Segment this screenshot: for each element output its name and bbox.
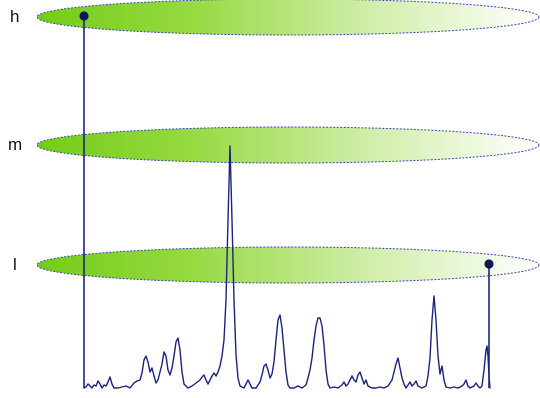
pin-l-head	[484, 259, 494, 269]
spectrum-trace	[83, 145, 491, 389]
level-disc-m	[36, 126, 540, 164]
level-label-h: h	[10, 7, 19, 26]
level-label-m: m	[8, 135, 22, 154]
level-disc-h	[36, 0, 540, 36]
pin-h-head	[79, 11, 89, 21]
level-label-l: l	[13, 255, 17, 274]
level-disc-l	[36, 246, 540, 284]
